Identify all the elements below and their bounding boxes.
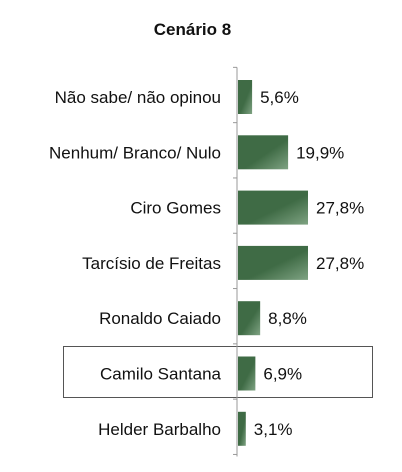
bar	[238, 301, 260, 335]
bar	[238, 357, 255, 391]
category-label: Ciro Gomes	[130, 199, 221, 218]
value-label: 3,1%	[254, 420, 293, 439]
value-label: 19,9%	[296, 143, 344, 162]
category-label: Helder Barbalho	[98, 420, 221, 439]
category-label: Não sabe/ não opinou	[55, 88, 221, 107]
bar	[238, 80, 252, 114]
category-label: Nenhum/ Branco/ Nulo	[49, 143, 221, 162]
bar	[238, 412, 246, 446]
bar	[238, 191, 308, 225]
value-label: 27,8%	[316, 254, 364, 273]
value-label: 8,8%	[268, 309, 307, 328]
category-label: Tarcísio de Freitas	[82, 254, 221, 273]
value-label: 27,8%	[316, 199, 364, 218]
value-label: 5,6%	[260, 88, 299, 107]
bar	[238, 246, 308, 280]
category-label: Ronaldo Caiado	[99, 309, 221, 328]
category-label: Camilo Santana	[100, 365, 222, 384]
value-label: 6,9%	[263, 365, 302, 384]
bar	[238, 135, 288, 169]
